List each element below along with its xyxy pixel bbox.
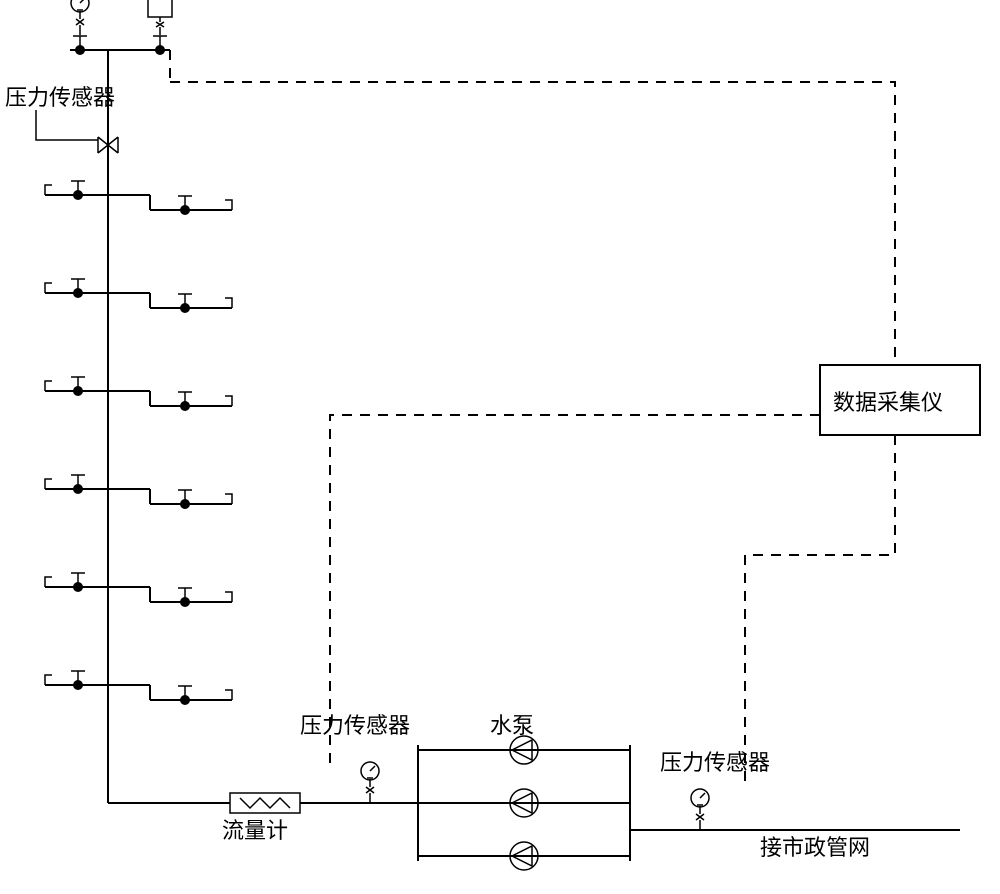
expansion-tank — [148, 0, 172, 55]
supply-main — [108, 793, 418, 813]
label-flow-meter: 流量计 — [222, 818, 288, 843]
label-municipal: 接市政管网 — [760, 835, 870, 860]
gauge-top — [71, 0, 89, 55]
signal-lines — [170, 50, 895, 785]
gauge-mid — [361, 762, 379, 803]
gauge-right — [691, 789, 709, 830]
label-pump: 水泵 — [490, 713, 534, 738]
label-data-collector: 数据采集仪 — [833, 390, 943, 415]
data-collector: 数据采集仪 — [820, 365, 980, 435]
flowmeter-icon — [230, 793, 300, 813]
leader-top — [36, 110, 98, 140]
label-pressure-sensor-right: 压力传感器 — [660, 750, 770, 775]
pump-bank — [418, 736, 630, 870]
label-pressure-sensor-mid: 压力传感器 — [300, 713, 410, 738]
floor-branches — [45, 181, 232, 705]
label-pressure-sensor-top: 压力传感器 — [5, 85, 115, 110]
